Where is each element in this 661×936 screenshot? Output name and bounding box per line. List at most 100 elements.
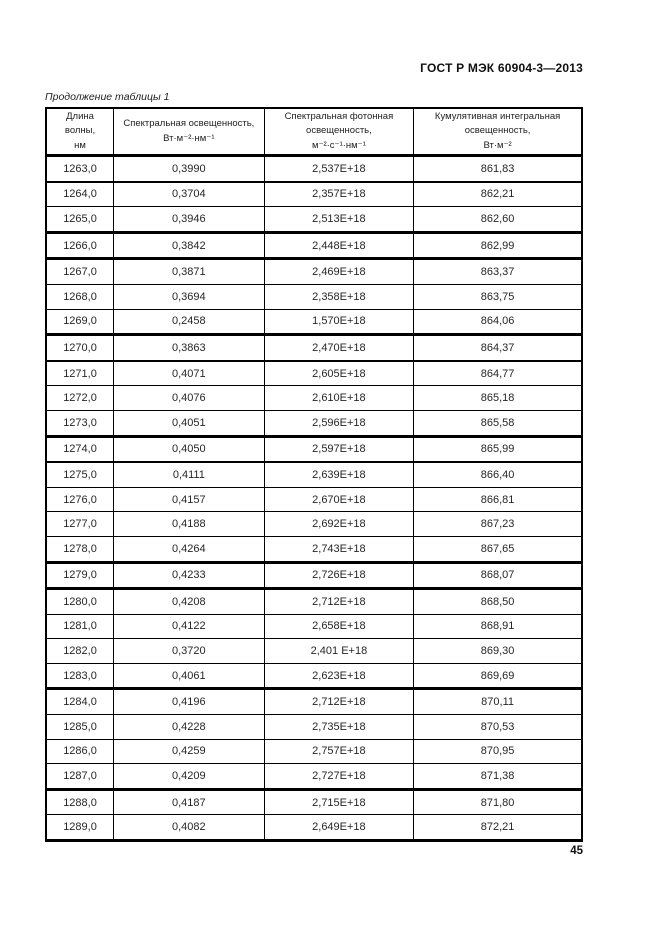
cell-spectral-irradiance: 0,4209 [113, 763, 265, 791]
page-number: 45 [570, 845, 583, 857]
cell-photon-irradiance: 2,358E+18 [263, 283, 415, 310]
cell-cumulative-irradiance: 868,50 [413, 588, 583, 615]
cell-cumulative-irradiance: 865,18 [413, 385, 583, 411]
cell-photon-irradiance: 2,649E+18 [263, 814, 415, 842]
cell-spectral-irradiance: 0,3720 [113, 638, 265, 664]
cell-wavelength: 1289,0 [45, 814, 115, 842]
cell-cumulative-irradiance: 865,58 [413, 409, 583, 438]
cell-wavelength: 1272,0 [45, 385, 115, 411]
table-row: 1277,0 0,4188 2,692E+18 867,23 [45, 511, 583, 537]
cell-spectral-irradiance: 0,4233 [113, 561, 265, 591]
cell-wavelength: 1265,0 [45, 206, 115, 234]
cell-wavelength: 1279,0 [45, 561, 115, 591]
table-row: 1289,0 0,4082 2,649E+18 872,21 [45, 814, 583, 842]
cell-spectral-irradiance: 0,4082 [113, 814, 265, 842]
table-row: 1274,0 0,4050 2,597E+18 865,99 [45, 435, 583, 464]
cell-photon-irradiance: 2,743E+18 [263, 535, 415, 564]
table-body: 1263,0 0,3990 2,537E+18 861,83 1264,0 0,… [45, 154, 583, 842]
cell-wavelength: 1268,0 [45, 283, 115, 310]
cell-spectral-irradiance: 0,2458 [113, 308, 265, 337]
table-row: 1269,0 0,2458 1,570E+18 864,06 [45, 308, 583, 337]
cell-spectral-irradiance: 0,3863 [113, 334, 265, 362]
cell-wavelength: 1263,0 [45, 154, 115, 183]
table-row: 1267,0 0,3871 2,469E+18 863,37 [45, 258, 583, 285]
cell-wavelength: 1269,0 [45, 308, 115, 337]
cell-wavelength: 1274,0 [45, 435, 115, 464]
cell-photon-irradiance: 2,670E+18 [263, 486, 415, 513]
cell-photon-irradiance: 2,623E+18 [263, 662, 415, 691]
table-row: 1284,0 0,4196 2,712E+18 870,11 [45, 688, 583, 716]
table-row: 1285,0 0,4228 2,735E+18 870,53 [45, 714, 583, 740]
cell-wavelength: 1276,0 [45, 486, 115, 513]
cell-photon-irradiance: 2,735E+18 [263, 714, 415, 740]
cell-cumulative-irradiance: 866,81 [413, 486, 583, 513]
table-row: 1266,0 0,3842 2,448E+18 862,99 [45, 231, 583, 261]
cell-wavelength: 1283,0 [45, 662, 115, 691]
cell-cumulative-irradiance: 868,07 [413, 561, 583, 591]
cell-wavelength: 1281,0 [45, 613, 115, 640]
table-row: 1280,0 0,4208 2,712E+18 868,50 [45, 588, 583, 615]
cell-cumulative-irradiance: 861,83 [413, 154, 583, 183]
table-header: Длина волны, нм Спектральная освещенност… [45, 107, 583, 157]
table-row: 1264,0 0,3704 2,357E+18 862,21 [45, 181, 583, 208]
cell-wavelength: 1267,0 [45, 258, 115, 285]
cell-spectral-irradiance: 0,4196 [113, 688, 265, 716]
table-continuation-caption: Продолжение таблицы 1 [45, 91, 170, 103]
cell-wavelength: 1288,0 [45, 788, 115, 816]
cell-cumulative-irradiance: 863,37 [413, 258, 583, 285]
cell-photon-irradiance: 2,469E+18 [263, 258, 415, 285]
cell-photon-irradiance: 2,692E+18 [263, 511, 415, 537]
cell-wavelength: 1284,0 [45, 688, 115, 716]
cell-wavelength: 1275,0 [45, 461, 115, 488]
table-row: 1279,0 0,4233 2,726E+18 868,07 [45, 561, 583, 591]
cell-wavelength: 1266,0 [45, 231, 115, 261]
cell-photon-irradiance: 2,639E+18 [263, 461, 415, 488]
table-row: 1265,0 0,3946 2,513E+18 862,60 [45, 206, 583, 234]
cell-cumulative-irradiance: 862,99 [413, 231, 583, 261]
cell-cumulative-irradiance: 867,65 [413, 535, 583, 564]
cell-photon-irradiance: 2,448E+18 [263, 231, 415, 261]
cell-spectral-irradiance: 0,3704 [113, 181, 265, 208]
table-row: 1263,0 0,3990 2,537E+18 861,83 [45, 154, 583, 183]
cell-photon-irradiance: 2,401 E+18 [263, 638, 415, 664]
cell-photon-irradiance: 2,712E+18 [263, 688, 415, 716]
cell-cumulative-irradiance: 871,38 [413, 763, 583, 791]
cell-spectral-irradiance: 0,4051 [113, 409, 265, 438]
cell-spectral-irradiance: 0,4259 [113, 738, 265, 765]
cell-photon-irradiance: 2,470E+18 [263, 334, 415, 362]
cell-cumulative-irradiance: 870,53 [413, 714, 583, 740]
cell-wavelength: 1286,0 [45, 738, 115, 765]
cell-cumulative-irradiance: 869,69 [413, 662, 583, 691]
table-row: 1270,0 0,3863 2,470E+18 864,37 [45, 334, 583, 362]
table-row: 1272,0 0,4076 2,610E+18 865,18 [45, 385, 583, 411]
cell-cumulative-irradiance: 867,23 [413, 511, 583, 537]
cell-wavelength: 1287,0 [45, 763, 115, 791]
cell-spectral-irradiance: 0,4228 [113, 714, 265, 740]
cell-photon-irradiance: 1,570E+18 [263, 308, 415, 337]
table-row: 1275,0 0,4111 2,639E+18 866,40 [45, 461, 583, 488]
cell-wavelength: 1282,0 [45, 638, 115, 664]
cell-wavelength: 1280,0 [45, 588, 115, 615]
cell-spectral-irradiance: 0,4157 [113, 486, 265, 513]
table-row: 1271,0 0,4071 2,605E+18 864,77 [45, 360, 583, 387]
cell-photon-irradiance: 2,757E+18 [263, 738, 415, 765]
cell-photon-irradiance: 2,610E+18 [263, 385, 415, 411]
col-header-photon-irradiance: Спектральная фотонная освещенность, м⁻²·… [263, 107, 415, 157]
cell-spectral-irradiance: 0,4111 [113, 461, 265, 488]
cell-photon-irradiance: 2,597E+18 [263, 435, 415, 464]
table-row: 1273,0 0,4051 2,596E+18 865,58 [45, 409, 583, 438]
cell-cumulative-irradiance: 869,30 [413, 638, 583, 664]
table-row: 1278,0 0,4264 2,743E+18 867,65 [45, 535, 583, 564]
header-row: Длина волны, нм Спектральная освещенност… [45, 107, 583, 157]
cell-spectral-irradiance: 0,4076 [113, 385, 265, 411]
cell-spectral-irradiance: 0,3694 [113, 283, 265, 310]
spectral-irradiance-table: Длина волны, нм Спектральная освещенност… [45, 107, 583, 843]
cell-cumulative-irradiance: 871,80 [413, 788, 583, 816]
cell-spectral-irradiance: 0,4050 [113, 435, 265, 464]
standard-number-header: ГОСТ Р МЭК 60904-3—2013 [420, 61, 583, 75]
cell-cumulative-irradiance: 862,21 [413, 181, 583, 208]
cell-cumulative-irradiance: 864,37 [413, 334, 583, 362]
cell-spectral-irradiance: 0,4188 [113, 511, 265, 537]
table-row: 1268,0 0,3694 2,358E+18 863,75 [45, 283, 583, 310]
